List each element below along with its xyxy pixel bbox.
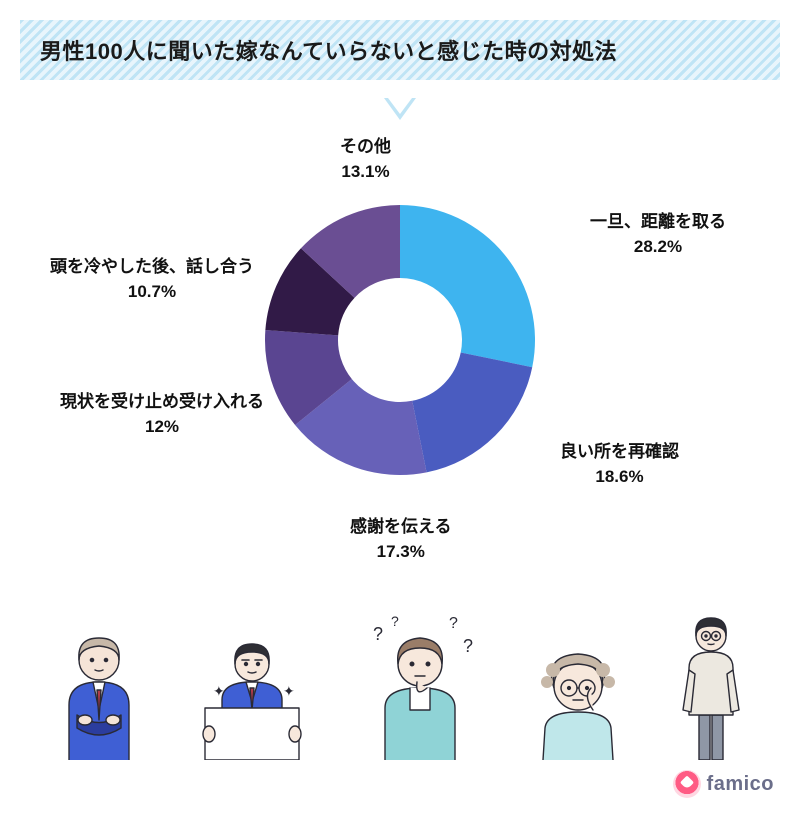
donut-chart — [250, 190, 550, 490]
svg-text:✦: ✦ — [283, 683, 295, 699]
svg-text:?: ? — [391, 613, 399, 629]
donut-slice — [412, 352, 532, 472]
logo: famico — [673, 770, 774, 798]
illustration-standing — [671, 610, 751, 760]
title-bar: 男性100人に聞いた嫁なんていらないと感じた時の対処法 — [20, 20, 780, 80]
donut-svg — [250, 190, 550, 490]
slice-label: 一旦、距離を取る 28.2% — [590, 210, 726, 259]
illustration-businessman — [49, 620, 149, 760]
slice-label-text: その他 — [340, 137, 391, 156]
slice-label-text: 一旦、距離を取る — [590, 212, 726, 231]
slice-label-pct: 13.1% — [341, 162, 389, 181]
logo-text: famico — [707, 773, 774, 796]
slice-label-pct: 17.3% — [377, 542, 425, 561]
logo-icon — [673, 770, 701, 798]
slice-label-pct: 18.6% — [595, 467, 643, 486]
slice-label: 感謝を伝える 17.3% — [350, 515, 452, 564]
svg-text:✦: ✦ — [213, 683, 225, 699]
title-pointer-inner — [388, 98, 412, 114]
people-row: ✦ ✦ ? ? ? ? — [0, 620, 800, 760]
slice-label-pct: 28.2% — [634, 237, 682, 256]
svg-text:?: ? — [373, 624, 383, 644]
slice-label-text: 良い所を再確認 — [560, 442, 679, 461]
illustration-thinking: ? ? ? ? — [355, 610, 485, 760]
slice-label-text: 現状を受け止め受け入れる — [60, 392, 264, 411]
slice-label: 頭を冷やした後、話し合う 10.7% — [50, 255, 254, 304]
slice-label: その他 13.1% — [340, 135, 391, 184]
slice-label-text: 感謝を伝える — [350, 517, 452, 536]
svg-text:?: ? — [463, 636, 473, 656]
slice-label-pct: 10.7% — [128, 282, 176, 301]
illustration-sign-holder: ✦ ✦ — [187, 630, 317, 760]
svg-text:?: ? — [449, 615, 458, 632]
slice-label: 現状を受け止め受け入れる 12% — [60, 390, 264, 439]
slice-label-pct: 12% — [145, 417, 179, 436]
slice-label-text: 頭を冷やした後、話し合う — [50, 257, 254, 276]
illustration-glasses — [523, 640, 633, 760]
donut-slice — [400, 205, 535, 367]
page-title: 男性100人に聞いた嫁なんていらないと感じた時の対処法 — [40, 34, 760, 66]
slice-label: 良い所を再確認 18.6% — [560, 440, 679, 489]
